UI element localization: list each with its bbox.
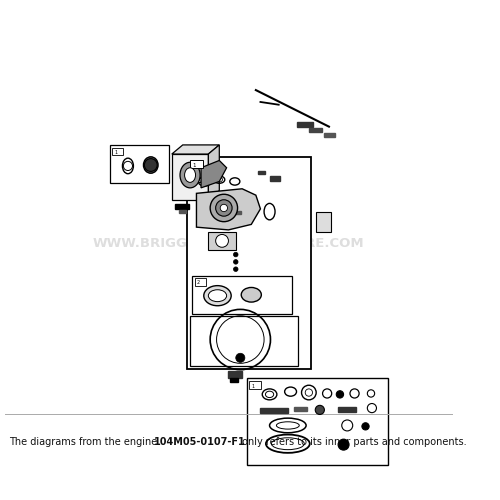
Circle shape bbox=[220, 204, 228, 212]
Bar bbox=[176, 204, 189, 209]
Polygon shape bbox=[196, 189, 260, 230]
Circle shape bbox=[338, 439, 349, 450]
Circle shape bbox=[316, 406, 324, 414]
Bar bbox=[172, 154, 208, 200]
Bar bbox=[338, 407, 356, 412]
Text: 1: 1 bbox=[193, 162, 196, 168]
Text: The diagrams from the engine: The diagrams from the engine bbox=[9, 437, 160, 447]
Bar bbox=[220, 206, 236, 210]
Bar bbox=[230, 378, 237, 382]
Text: 1: 1 bbox=[114, 150, 117, 154]
Text: only refers to its inner parts and components.: only refers to its inner parts and compo… bbox=[240, 437, 467, 447]
Bar bbox=[316, 212, 331, 232]
Ellipse shape bbox=[184, 168, 196, 182]
Bar bbox=[258, 170, 265, 174]
Polygon shape bbox=[172, 145, 220, 154]
Circle shape bbox=[362, 422, 369, 430]
Bar bbox=[294, 407, 307, 411]
Bar bbox=[179, 210, 186, 214]
Bar bbox=[246, 378, 388, 464]
Bar bbox=[260, 408, 288, 412]
Bar bbox=[112, 148, 124, 155]
Bar bbox=[190, 316, 298, 366]
Circle shape bbox=[336, 390, 344, 398]
Bar bbox=[188, 157, 310, 369]
Circle shape bbox=[210, 194, 238, 222]
Bar bbox=[192, 276, 292, 314]
Text: 1: 1 bbox=[252, 384, 254, 388]
Ellipse shape bbox=[204, 286, 231, 306]
Bar bbox=[110, 145, 169, 184]
Circle shape bbox=[234, 267, 238, 272]
Bar bbox=[270, 176, 280, 180]
Circle shape bbox=[236, 354, 245, 362]
Polygon shape bbox=[208, 145, 220, 200]
Bar bbox=[232, 210, 241, 214]
Ellipse shape bbox=[241, 288, 262, 302]
Bar bbox=[250, 380, 262, 389]
Text: 104M05-0107-F1: 104M05-0107-F1 bbox=[154, 437, 246, 447]
Text: 2: 2 bbox=[196, 280, 200, 285]
Ellipse shape bbox=[208, 290, 226, 302]
Circle shape bbox=[216, 200, 232, 216]
Circle shape bbox=[216, 234, 228, 248]
Text: WWW.BRIGGSSTRATTONSTORE.COM: WWW.BRIGGSSTRATTONSTORE.COM bbox=[92, 237, 364, 250]
Bar bbox=[208, 232, 236, 250]
Bar bbox=[190, 160, 203, 168]
Ellipse shape bbox=[144, 157, 158, 173]
Bar bbox=[297, 122, 314, 126]
Bar bbox=[309, 128, 322, 132]
Circle shape bbox=[234, 260, 238, 264]
Ellipse shape bbox=[180, 162, 200, 188]
Circle shape bbox=[234, 252, 238, 257]
Polygon shape bbox=[201, 160, 226, 188]
Bar bbox=[324, 133, 336, 136]
Circle shape bbox=[144, 158, 157, 172]
Bar bbox=[194, 278, 205, 285]
Bar bbox=[228, 370, 242, 378]
